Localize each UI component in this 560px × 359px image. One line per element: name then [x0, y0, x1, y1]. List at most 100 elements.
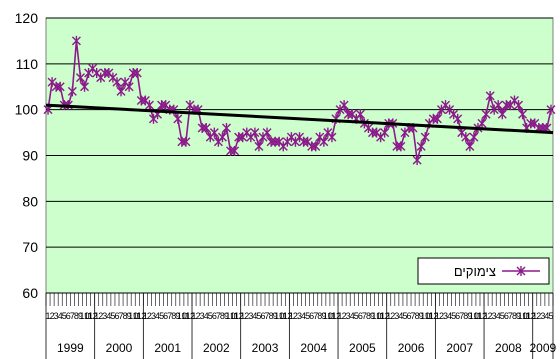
x-month-label: 7: [459, 311, 464, 321]
data-point-marker: [67, 86, 77, 97]
x-month-label: 3: [151, 311, 156, 321]
x-month-label: 10: [274, 311, 284, 321]
data-point-marker: [124, 81, 134, 92]
x-month-label: 1: [46, 311, 51, 321]
x-month-label: 4: [301, 311, 306, 321]
x-month-label: 8: [220, 311, 225, 321]
x-month-label: 8: [463, 311, 468, 321]
y-tick-label: 80: [22, 193, 38, 209]
data-point-marker: [412, 155, 422, 166]
x-month-label: 8: [269, 311, 274, 321]
data-point-marker: [453, 113, 463, 124]
x-month-label: 12: [526, 311, 536, 321]
data-point-marker: [217, 132, 227, 143]
x-month-label: 6: [309, 311, 314, 321]
data-point-marker: [254, 141, 264, 152]
x-month-label: 7: [508, 311, 513, 321]
x-month-label: 5: [256, 311, 261, 321]
x-month-label: 9: [516, 311, 521, 321]
x-month-label: 6: [407, 311, 412, 321]
x-month-label: 9: [224, 311, 229, 321]
x-month-label: 7: [362, 311, 367, 321]
x-month-label: 4: [204, 311, 209, 321]
x-month-label: 1: [435, 311, 440, 321]
x-month-label: 7: [313, 311, 318, 321]
trend-line-group: [45, 103, 554, 135]
x-month-label: 10: [177, 311, 187, 321]
x-year-label: 1999: [57, 341, 84, 355]
x-month-label: 12: [477, 311, 487, 321]
data-point-marker: [477, 118, 487, 129]
data-point-marker: [380, 127, 390, 138]
data-point-marker: [514, 100, 524, 111]
x-month-label: 3: [394, 311, 399, 321]
data-point-marker: [327, 132, 337, 143]
data-point-marker: [493, 100, 503, 111]
x-month-label: 5: [451, 311, 456, 321]
x-month-label: 6: [212, 311, 217, 321]
data-point-marker: [144, 100, 154, 111]
x-year-label: 2003: [252, 341, 279, 355]
y-tick-label: 90: [22, 148, 38, 164]
x-month-label: 4: [496, 311, 501, 321]
x-month-label: 11: [230, 311, 239, 321]
data-point-marker: [55, 81, 65, 92]
x-month-label: 5: [62, 311, 67, 321]
x-month-label: 9: [370, 311, 375, 321]
x-month-label: 11: [425, 311, 434, 321]
x-month-label: 8: [366, 311, 371, 321]
data-point-marker: [546, 104, 556, 115]
x-month-label: 9: [321, 311, 326, 321]
x-month-label: 1: [338, 311, 343, 321]
x-month-label: 4: [252, 311, 257, 321]
x-year-label: 2002: [203, 341, 230, 355]
x-month-label: 5: [159, 311, 164, 321]
x-month-label: 9: [467, 311, 472, 321]
x-month-label: 3: [248, 311, 253, 321]
x-month-label: 2: [244, 311, 249, 321]
x-year-label: 2001: [154, 341, 181, 355]
x-month-label: 7: [411, 311, 416, 321]
data-point-marker: [432, 113, 442, 124]
x-month-label: 7: [70, 311, 75, 321]
x-month-label: 3: [492, 311, 497, 321]
x-month-label: 1: [289, 311, 294, 321]
x-month-label: 11: [181, 311, 190, 321]
data-point-marker: [71, 35, 81, 46]
data-point-marker: [420, 132, 430, 143]
x-month-label: 10: [420, 311, 430, 321]
x-month-label: 11: [84, 311, 93, 321]
x-year-label: 2000: [106, 341, 133, 355]
trend-line: [45, 103, 554, 135]
x-month-label: 9: [419, 311, 424, 321]
x-month-label: 12: [185, 311, 195, 321]
x-month-label: 5: [305, 311, 310, 321]
x-month-label: 3: [443, 311, 448, 321]
x-year-label: 2006: [398, 341, 425, 355]
data-point-marker: [311, 141, 321, 152]
x-month-label: 2: [50, 311, 55, 321]
x-month-label: 4: [106, 311, 111, 321]
x-month-label: 2: [98, 311, 103, 321]
x-month-label: 6: [66, 311, 71, 321]
data-point-marker: [469, 132, 479, 143]
legend-series-label: צימוקים: [454, 264, 496, 279]
data-point-marker: [116, 86, 126, 97]
x-month-label: 6: [260, 311, 265, 321]
series-raisins: [43, 35, 556, 166]
x-year-label: 2007: [446, 341, 473, 355]
x-month-label: 6: [358, 311, 363, 321]
x-month-label: 6: [163, 311, 168, 321]
data-point-marker: [518, 109, 528, 120]
y-tick-label: 120: [15, 10, 39, 26]
x-month-label: 2: [147, 311, 152, 321]
x-month-label: 8: [171, 311, 176, 321]
x-month-label: 11: [279, 311, 288, 321]
data-point-marker: [230, 145, 240, 156]
x-month-label: 3: [297, 311, 302, 321]
x-month-label: 6: [455, 311, 460, 321]
x-month-label: 5: [548, 311, 553, 321]
x-month-label: 11: [522, 311, 531, 321]
